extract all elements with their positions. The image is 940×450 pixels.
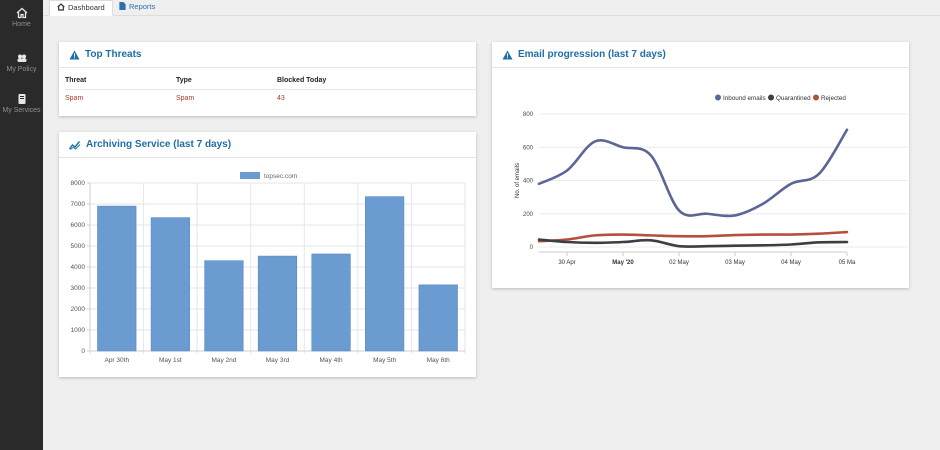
y-tick-label: 200	[523, 212, 534, 218]
legend-label: topsec.com	[264, 173, 297, 180]
type-cell: Spam	[176, 95, 195, 102]
x-tick-label: May 1st	[159, 357, 182, 364]
y-tick-label: 1000	[71, 327, 86, 334]
services-icon	[18, 94, 25, 104]
table-row[interactable]: Spam Spam 43	[65, 90, 477, 110]
x-tick-label: 04 May	[781, 260, 801, 266]
x-tick-label: 02 May	[669, 260, 689, 266]
email-progression-panel: Email progression (last 7 days) Inbound …	[492, 42, 909, 288]
y-tick-label: 5000	[71, 243, 86, 250]
legend-label: Inbound emails	[723, 95, 766, 102]
bar	[365, 196, 405, 352]
series-line-rejected	[537, 230, 849, 243]
bar	[257, 255, 298, 352]
y-tick-label: 4000	[71, 264, 86, 271]
y-tick-label: 2000	[71, 306, 86, 313]
legend-label: Rejected	[821, 95, 846, 102]
bar	[204, 260, 244, 352]
x-tick-label: May 4th	[320, 357, 344, 364]
column-header-threat: Threat	[65, 77, 87, 84]
y-tick-label: 400	[523, 179, 534, 185]
sidebar-item-my-policy[interactable]: My Policy	[0, 52, 43, 73]
archiving-panel: Archiving Service (last 7 days) topsec.c…	[59, 132, 476, 377]
dashboard-icon	[57, 3, 65, 11]
y-tick-label: 600	[523, 145, 534, 151]
x-tick-label: May 2nd	[211, 357, 236, 364]
y-tick-label: 800	[523, 112, 534, 118]
x-tick-label: Apr 30th	[104, 357, 129, 364]
sidebar: Home My Policy My Services	[0, 0, 43, 450]
tab-bar: Dashboard Reports	[43, 0, 940, 16]
y-tick-label: 8000	[71, 180, 86, 187]
panel-header: Top Threats	[59, 42, 476, 68]
tab-label: Dashboard	[68, 3, 105, 12]
table-header: Threat Type Blocked Today	[65, 72, 477, 90]
sidebar-item-label: My Services	[2, 107, 41, 114]
legend-marker	[768, 94, 774, 101]
series-line-inbound-emails	[537, 128, 849, 218]
bar	[150, 217, 190, 352]
archiving-bar-chart: topsec.com 0 1000 2000 3000 4000 5000 6000 7000 8…	[71, 172, 466, 364]
home-icon	[16, 7, 27, 19]
policy-icon	[17, 54, 26, 62]
warning-icon	[502, 50, 513, 59]
tab-dashboard[interactable]: Dashboard	[49, 0, 113, 16]
x-tick-label: May '20	[612, 260, 634, 266]
y-tick-label: 0	[530, 245, 534, 251]
series-line-quarantined	[537, 238, 849, 248]
x-tick-label: 05 Ma	[839, 260, 856, 266]
tab-reports[interactable]: Reports	[112, 0, 162, 16]
trend-icon	[69, 140, 81, 150]
warning-icon	[69, 50, 80, 59]
legend-label: Quarantined	[776, 95, 811, 102]
sidebar-item-label: Home	[12, 21, 31, 28]
panel-title: Archiving Service (last 7 days)	[86, 139, 232, 150]
email-line-chart: Inbound emails Quarantined Rejected 0 200 400…	[515, 94, 908, 266]
column-header-type: Type	[176, 77, 192, 84]
bar	[311, 253, 351, 352]
y-tick-label: 7000	[71, 201, 86, 208]
panel-header: Email progression (last 7 days)	[492, 42, 909, 68]
y-axis-title: No. of emails	[515, 163, 521, 198]
bar	[418, 284, 458, 352]
bar	[97, 205, 137, 352]
legend-marker	[715, 94, 721, 101]
y-tick-label: 0	[81, 348, 85, 355]
panel-header: Archiving Service (last 7 days)	[59, 132, 476, 158]
column-header-blocked: Blocked Today	[277, 77, 327, 84]
threat-cell: Spam	[65, 95, 84, 102]
sidebar-item-home[interactable]: Home	[0, 7, 43, 28]
y-tick-label: 3000	[71, 285, 86, 292]
tab-label: Reports	[129, 2, 156, 11]
threats-table: Threat Type Blocked Today Spam Spam 43	[65, 72, 477, 110]
sidebar-item-my-services[interactable]: My Services	[0, 93, 43, 114]
x-tick-label: May 3rd	[266, 357, 290, 364]
top-threats-panel: Top Threats Threat Type Blocked Today Sp…	[59, 42, 477, 116]
panel-title: Top Threats	[85, 49, 142, 60]
legend-marker	[813, 94, 819, 101]
blocked-cell: 43	[277, 95, 285, 102]
x-tick-label: 30 Apr	[558, 260, 575, 266]
document-icon	[119, 2, 126, 10]
x-tick-label: May 6th	[427, 357, 451, 364]
y-tick-label: 6000	[71, 222, 86, 229]
sidebar-item-label: My Policy	[6, 66, 37, 73]
x-tick-label: 03 May	[725, 260, 745, 266]
legend-swatch	[240, 172, 260, 179]
panel-title: Email progression (last 7 days)	[518, 49, 666, 60]
x-tick-label: May 5th	[373, 357, 397, 364]
